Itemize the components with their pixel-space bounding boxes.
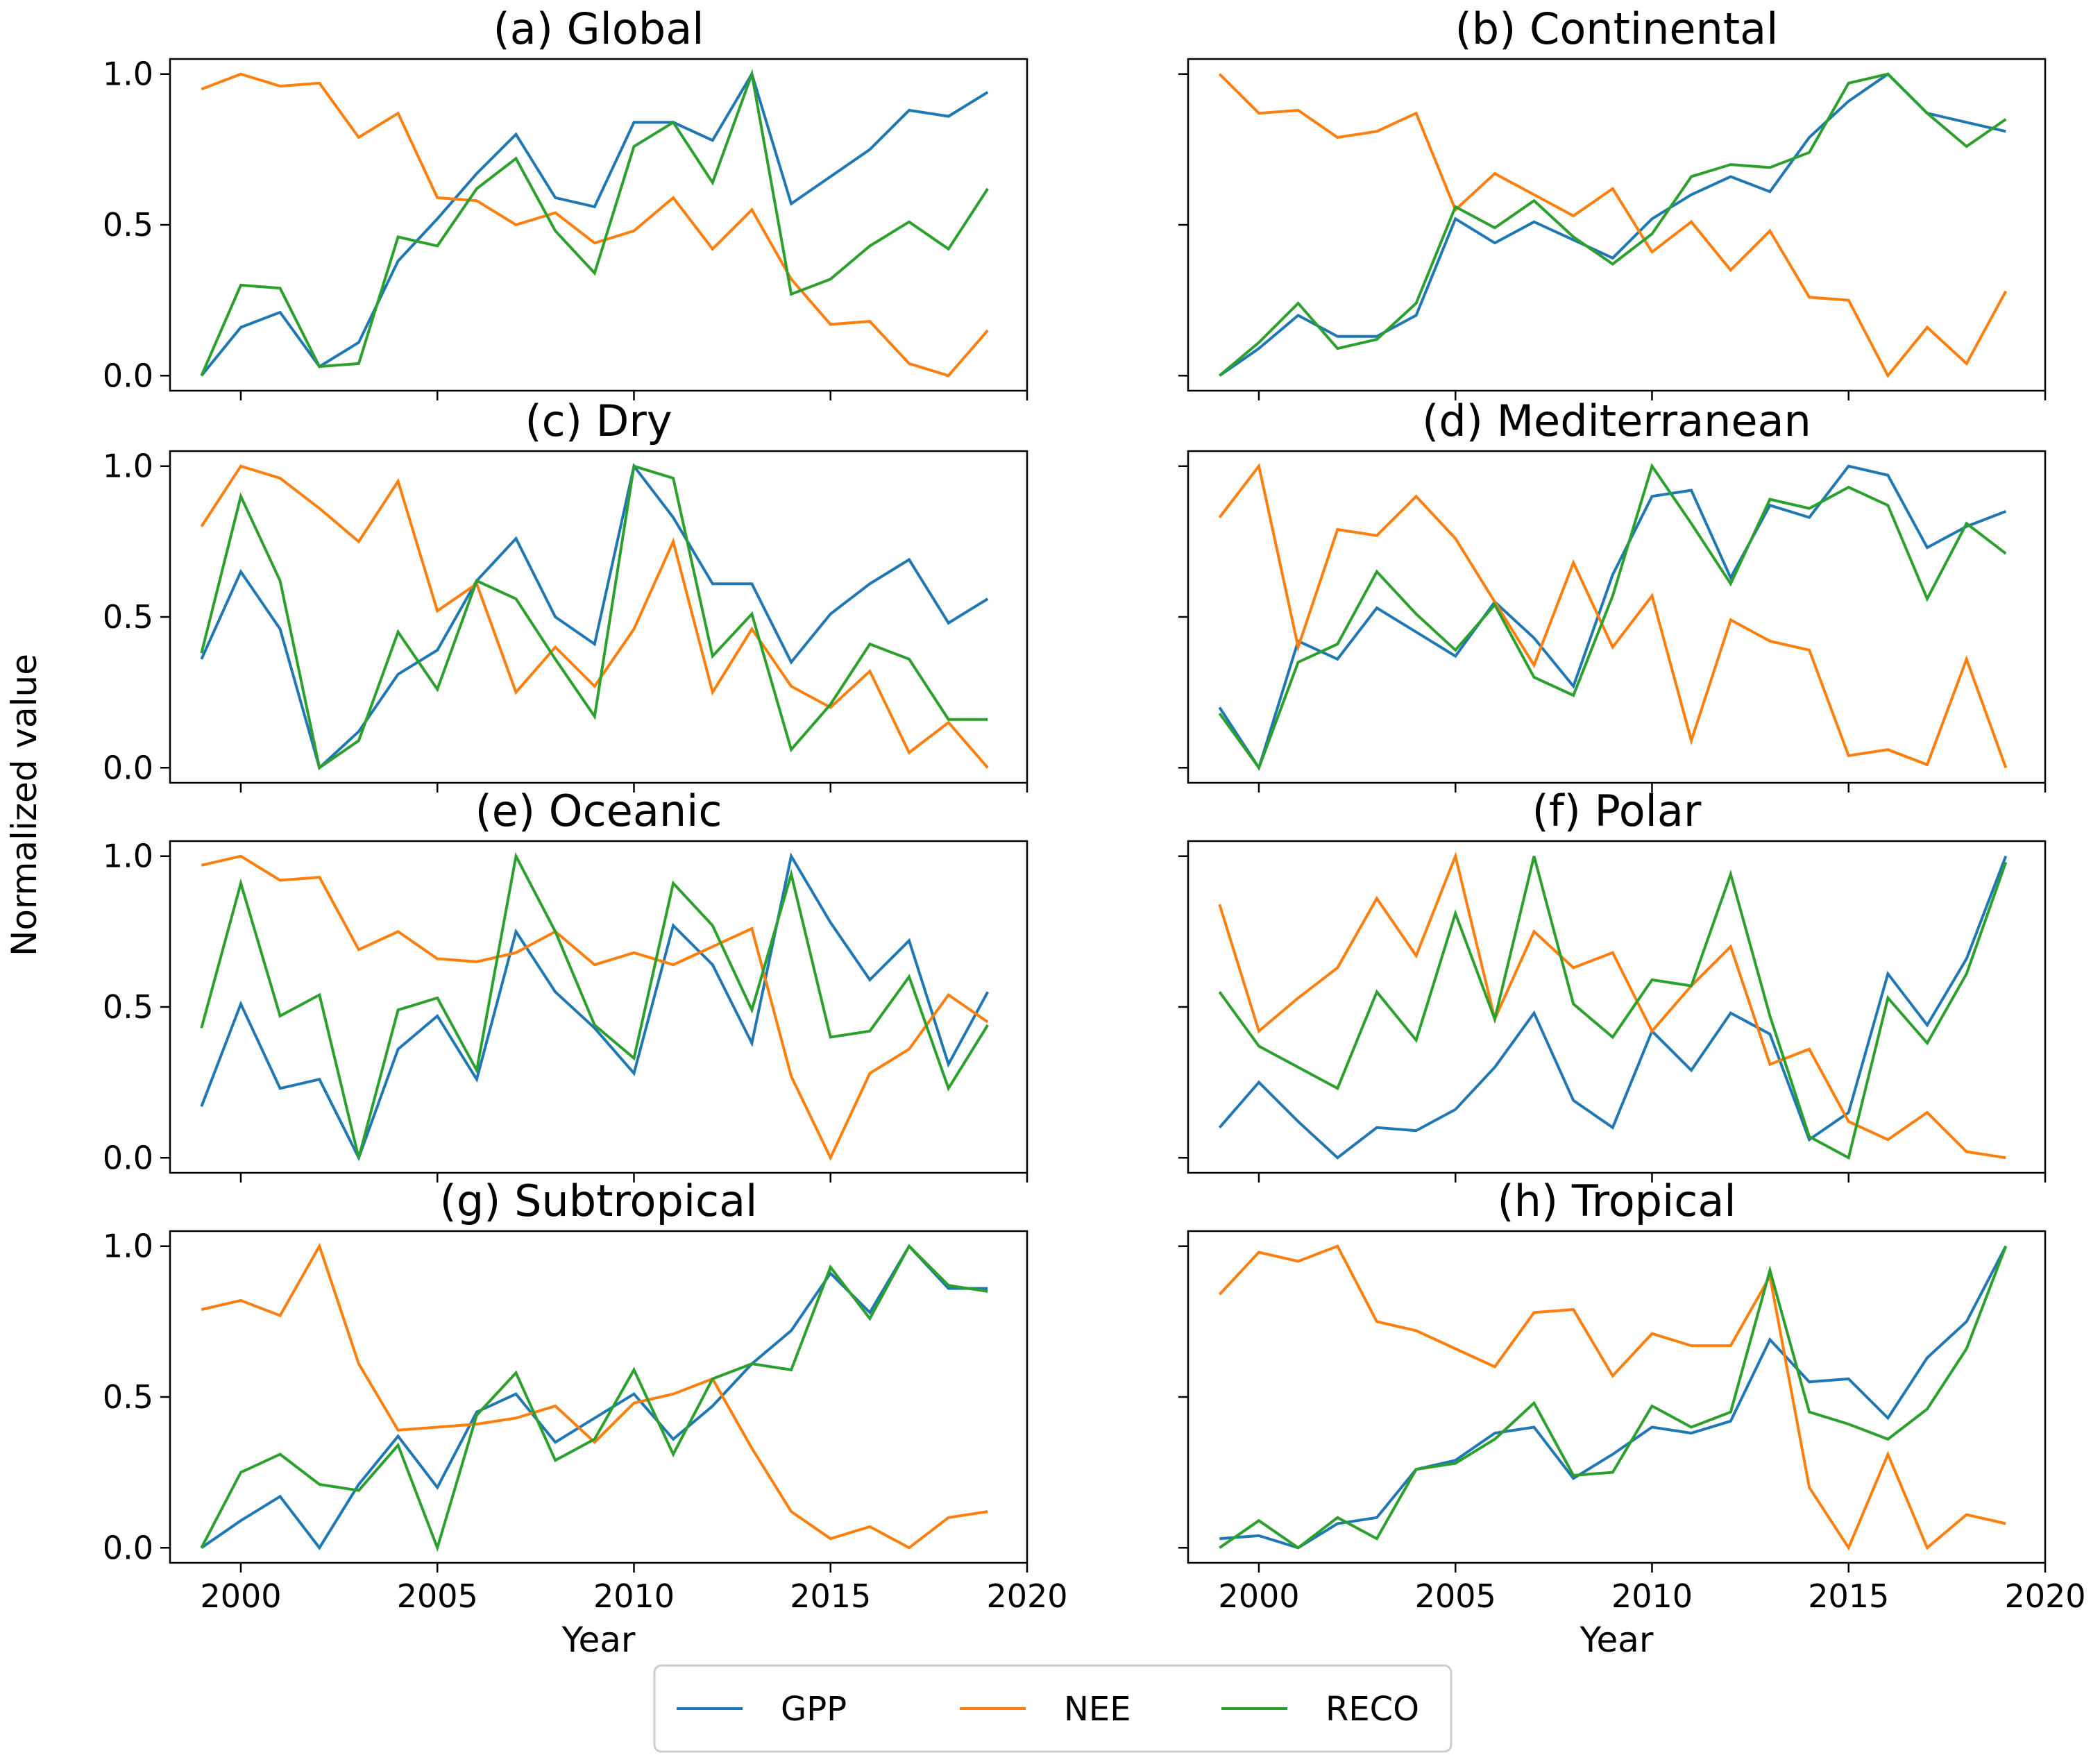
series-line-nee	[1218, 463, 2008, 768]
y-tick-label: 0.5	[103, 1378, 153, 1416]
panel-5: (e) Oceanic 0.0 0.5 1.0	[103, 786, 1028, 1183]
x-axis-label: Year	[1580, 1620, 1654, 1660]
plot-frame	[1187, 450, 2047, 784]
x-axis-label: Year	[561, 1620, 636, 1660]
x-tick-label: 2000	[200, 1577, 281, 1615]
series-line-gpp	[200, 852, 990, 1162]
y-tick-label: 0.5	[103, 206, 153, 244]
series-line-reco	[1219, 1245, 2008, 1550]
y-tick-label: 1.0	[103, 448, 153, 485]
panel-2: (b) Continental	[1178, 3, 2047, 400]
series-line-nee	[1218, 1244, 2006, 1551]
series-line-gpp	[200, 70, 989, 377]
series-line-gpp	[1218, 855, 2008, 1160]
x-tick-label: 2010	[593, 1577, 675, 1615]
series-line-nee	[200, 464, 989, 769]
series-line-gpp	[1218, 464, 2007, 771]
plot-frame	[169, 1230, 1028, 1564]
series-line-reco	[1218, 856, 2008, 1160]
y-tick-label: 1.0	[103, 1228, 153, 1265]
x-tick-label: 2005	[397, 1577, 478, 1615]
series-line-nee	[1218, 852, 2006, 1160]
panels: (a) Global 0.0 0.5 1.0 (b) Continental (c) Dr…	[103, 3, 2086, 1660]
y-axis-label: Normalized value	[4, 654, 44, 956]
plot-frame	[169, 450, 1028, 784]
series-line-nee	[201, 72, 989, 378]
series-line-gpp	[201, 1244, 988, 1550]
series-line-nee	[1218, 73, 2008, 378]
series-line-reco	[200, 464, 988, 770]
x-tick-label: 2010	[1611, 1577, 1693, 1615]
x-tick-label: 2020	[2004, 1577, 2085, 1615]
x-tick-label: 2000	[1218, 1577, 1299, 1615]
panel-title: (f) Polar	[1532, 786, 1702, 836]
y-tick-label: 0.5	[103, 598, 153, 636]
y-tick-label: 0.0	[103, 1139, 153, 1176]
legend-label-nee: NEE	[1064, 1690, 1131, 1729]
series-line-reco	[1218, 463, 2007, 771]
panel-title: (a) Global	[493, 3, 704, 54]
plot-frame	[1187, 840, 2047, 1174]
series-line-reco	[200, 1244, 988, 1552]
legend-frame	[653, 1664, 1453, 1753]
panel-title: (c) Dry	[525, 396, 672, 446]
panel-title: (b) Continental	[1455, 3, 1779, 54]
y-tick-label: 0.0	[103, 1529, 153, 1566]
y-tick-label: 0.5	[103, 988, 153, 1026]
series-line-gpp	[1219, 1245, 2008, 1550]
series-line-reco	[200, 852, 989, 1158]
plot-frame	[1187, 1230, 2047, 1564]
x-tick-label: 2005	[1415, 1577, 1496, 1615]
series-line-gpp	[1219, 72, 2006, 377]
series-line-nee	[201, 1242, 988, 1550]
panel-title: (g) Subtropical	[440, 1176, 758, 1226]
panel-3: (c) Dry 0.0 0.5 1.0	[103, 396, 1028, 793]
x-tick-label: 2020	[986, 1577, 1067, 1615]
panel-title: (e) Oceanic	[475, 786, 722, 836]
series-line-nee	[201, 854, 989, 1161]
y-tick-label: 1.0	[103, 56, 153, 93]
panel-6: (f) Polar	[1178, 786, 2047, 1183]
legend-label-gpp: GPP	[781, 1690, 847, 1729]
panel-title: (h) Tropical	[1497, 1176, 1736, 1226]
plot-frame	[169, 58, 1028, 392]
legend: GPP NEE RECO	[653, 1664, 1453, 1753]
series-line-reco	[200, 69, 989, 377]
y-tick-label: 0.0	[103, 357, 153, 394]
panel-8: (h) Tropical 2000 2005 2010 2015 2020 Year	[1178, 1176, 2086, 1660]
panel-4: (d) Mediterranean	[1178, 396, 2047, 793]
panel-1: (a) Global 0.0 0.5 1.0	[103, 3, 1028, 400]
legend-label-reco: RECO	[1326, 1690, 1419, 1729]
plot-frame	[169, 840, 1028, 1174]
x-tick-label: 2015	[1808, 1577, 1889, 1615]
series-line-reco	[1219, 72, 2007, 377]
panel-7: (g) Subtropical 0.0 0.5 1.0 2000 2005 2010 2015…	[103, 1176, 1068, 1660]
x-tick-label: 2015	[790, 1577, 871, 1615]
series-line-gpp	[200, 463, 989, 770]
panel-title: (d) Mediterranean	[1422, 396, 1811, 446]
y-tick-label: 0.0	[103, 749, 153, 786]
y-tick-label: 1.0	[103, 838, 153, 875]
plot-frame	[1187, 58, 2047, 392]
